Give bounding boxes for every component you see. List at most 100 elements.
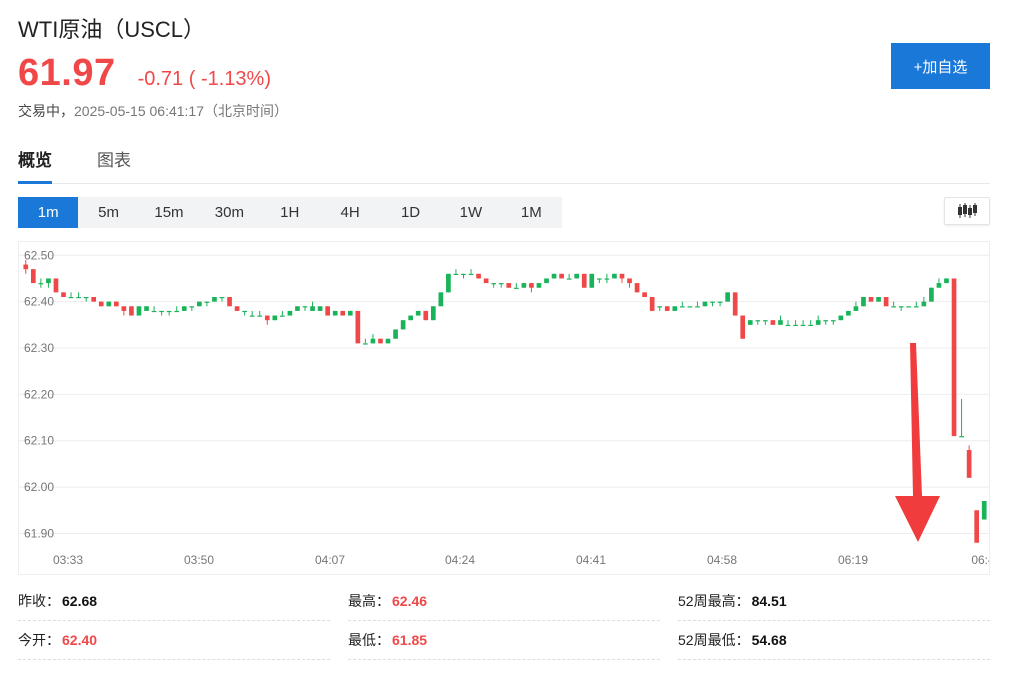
candle-body bbox=[898, 306, 904, 308]
stat-value: 54.68 bbox=[751, 632, 787, 648]
candle-body bbox=[544, 278, 549, 284]
candle-body bbox=[136, 306, 142, 316]
candle-body bbox=[506, 283, 512, 288]
period-1mo[interactable]: 1M bbox=[520, 204, 542, 221]
candle-body bbox=[113, 301, 119, 307]
candle-body bbox=[717, 301, 723, 303]
candle-body bbox=[204, 301, 210, 303]
stat-label: 今开： bbox=[18, 632, 60, 648]
candle-body bbox=[174, 310, 180, 313]
candle-body bbox=[129, 306, 134, 316]
candle-body bbox=[295, 306, 300, 311]
candle-body bbox=[461, 273, 466, 276]
candle-body bbox=[197, 301, 202, 307]
candle-body bbox=[853, 306, 859, 311]
stat-label: 昨收： bbox=[18, 593, 60, 609]
candle-body bbox=[913, 306, 919, 308]
candle-body bbox=[446, 273, 451, 293]
candle-body bbox=[227, 297, 232, 307]
candle-body bbox=[280, 315, 285, 317]
candle-body bbox=[551, 273, 557, 279]
candle-body bbox=[189, 306, 195, 308]
candle-body bbox=[68, 297, 74, 299]
candle-body bbox=[408, 315, 414, 321]
period-5m[interactable]: 5m bbox=[98, 204, 119, 221]
price-chart: 62.50 62.40 62.30 62.20 62.10 62.00 61.90 03:33… bbox=[18, 241, 990, 575]
candle-body bbox=[378, 338, 383, 344]
candle-body bbox=[317, 306, 323, 311]
candle-body bbox=[83, 297, 89, 299]
candle-body bbox=[332, 310, 338, 316]
tab-overview[interactable]: 概览 bbox=[18, 146, 52, 184]
candle-body bbox=[929, 287, 934, 302]
candle-body bbox=[642, 292, 647, 297]
candle-body bbox=[619, 273, 625, 279]
y-tick-label: 62.10 bbox=[24, 434, 54, 448]
tab-bar: 概览 图表 bbox=[18, 146, 990, 184]
candle-body bbox=[166, 310, 172, 313]
period-30m[interactable]: 30m bbox=[214, 204, 244, 221]
candle-body bbox=[483, 278, 489, 284]
stat-value: 84.51 bbox=[751, 593, 787, 609]
candle-body bbox=[310, 306, 315, 311]
candle-body bbox=[476, 273, 481, 279]
period-1w[interactable]: 1W bbox=[459, 204, 483, 221]
candle-body bbox=[566, 278, 572, 280]
price-row: 61.97 -0.71 ( -1.13%) bbox=[18, 52, 271, 95]
candle-body bbox=[23, 264, 29, 270]
candle-body bbox=[695, 306, 700, 308]
status-text: 交易中， bbox=[18, 103, 74, 119]
candle-body bbox=[830, 320, 836, 322]
period-1d[interactable]: 1D bbox=[400, 204, 421, 221]
candle-body bbox=[657, 306, 663, 308]
candle-body bbox=[891, 306, 897, 308]
stat-value: 61.85 bbox=[392, 632, 428, 648]
period-15m[interactable]: 15m bbox=[154, 204, 184, 221]
candle-body bbox=[468, 273, 474, 276]
stat-prev-close: 昨收： 62.68 bbox=[18, 582, 330, 621]
candle-body bbox=[838, 315, 844, 321]
period-1h[interactable]: 1H bbox=[280, 204, 300, 221]
candle-body bbox=[529, 283, 534, 288]
candle-body bbox=[612, 273, 617, 279]
candle-body bbox=[325, 306, 330, 316]
status-time: 2025-05-15 06:41:17（北京时间） bbox=[74, 103, 288, 119]
y-tick-label: 62.30 bbox=[24, 341, 54, 355]
y-tick-label: 62.50 bbox=[24, 248, 54, 262]
candle-body bbox=[91, 297, 97, 302]
candle-body bbox=[536, 283, 542, 288]
candle-body bbox=[883, 297, 889, 307]
candle-body bbox=[355, 310, 361, 344]
candle-body bbox=[921, 301, 927, 307]
candle-body bbox=[513, 287, 519, 289]
period-4h[interactable]: 4H bbox=[340, 204, 360, 221]
candle-body bbox=[385, 338, 391, 344]
candle-body bbox=[770, 320, 776, 325]
chart-type-button[interactable] bbox=[944, 197, 990, 225]
candle-body bbox=[702, 301, 708, 307]
candle-body bbox=[219, 297, 225, 299]
period-1m[interactable]: 1m bbox=[18, 197, 79, 228]
candle-body bbox=[38, 283, 44, 285]
candle-body bbox=[732, 292, 738, 316]
candle-body bbox=[151, 310, 157, 313]
tab-chart[interactable]: 图表 bbox=[97, 151, 131, 170]
candle-body bbox=[634, 283, 640, 293]
candle-body bbox=[98, 301, 104, 307]
candle-body bbox=[778, 320, 783, 325]
candle-body bbox=[981, 501, 987, 520]
candle-body bbox=[363, 343, 368, 345]
candle-body bbox=[589, 273, 595, 288]
stat-value: 62.46 bbox=[392, 593, 428, 609]
price-change: -0.71 ( -1.13%) bbox=[137, 68, 271, 90]
candle-body bbox=[498, 283, 504, 285]
candle-body bbox=[400, 320, 406, 330]
candle-body bbox=[302, 306, 308, 308]
candle-body bbox=[438, 292, 444, 307]
candle-body bbox=[687, 306, 693, 308]
add-watchlist-button[interactable]: +加自选 bbox=[891, 43, 990, 89]
candle-body bbox=[61, 292, 66, 297]
stat-label: 52周最高： bbox=[678, 593, 750, 609]
candle-body bbox=[846, 310, 851, 316]
candle-body bbox=[287, 310, 293, 316]
